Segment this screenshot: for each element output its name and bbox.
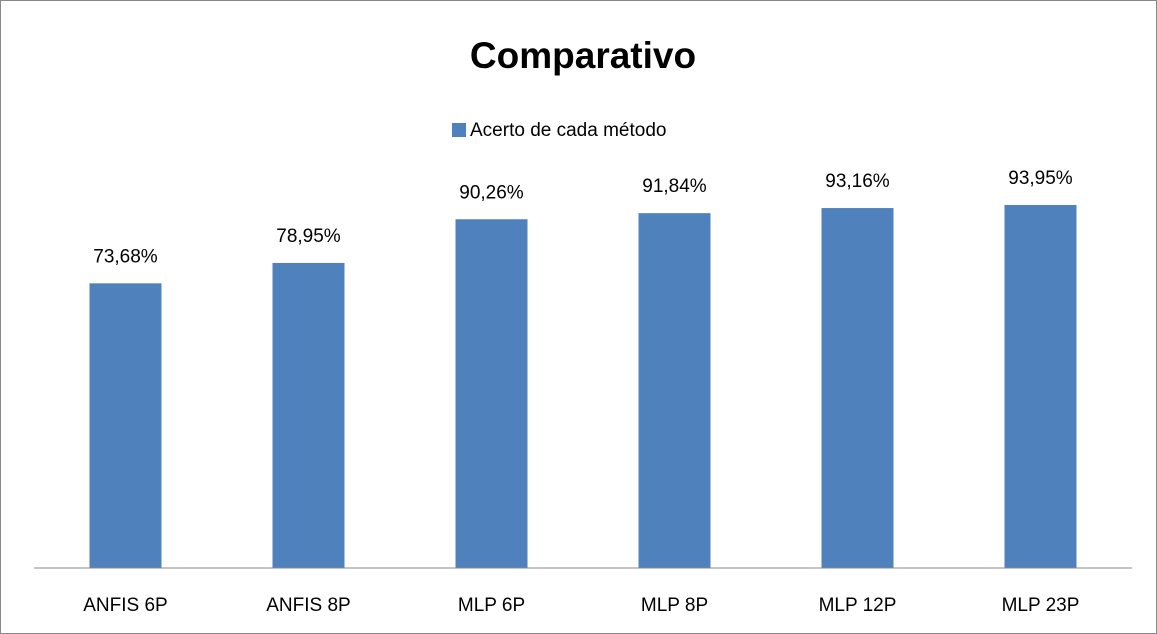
x-tick-label: MLP 12P (819, 595, 897, 616)
x-tick-label: MLP 8P (641, 595, 708, 616)
value-label: 90,26% (459, 182, 524, 203)
value-label: 78,95% (276, 226, 341, 247)
x-tick-label: ANFIS 6P (83, 595, 167, 616)
x-tick-label: ANFIS 8P (266, 595, 350, 616)
bar (821, 208, 894, 568)
chart-title: Comparativo (470, 35, 696, 76)
bar (638, 213, 711, 568)
x-tick-label: MLP 6P (458, 595, 525, 616)
value-label: 93,16% (825, 171, 890, 192)
x-tick-label: MLP 23P (1002, 595, 1080, 616)
value-label: 73,68% (93, 246, 158, 267)
bar (1004, 205, 1077, 568)
bar (455, 219, 528, 568)
legend-label: Acerto de cada método (470, 120, 666, 141)
bar (272, 262, 345, 568)
legend-swatch (452, 123, 466, 137)
bar (89, 283, 162, 568)
value-label: 91,84% (642, 176, 707, 197)
value-label: 93,95% (1008, 168, 1073, 189)
